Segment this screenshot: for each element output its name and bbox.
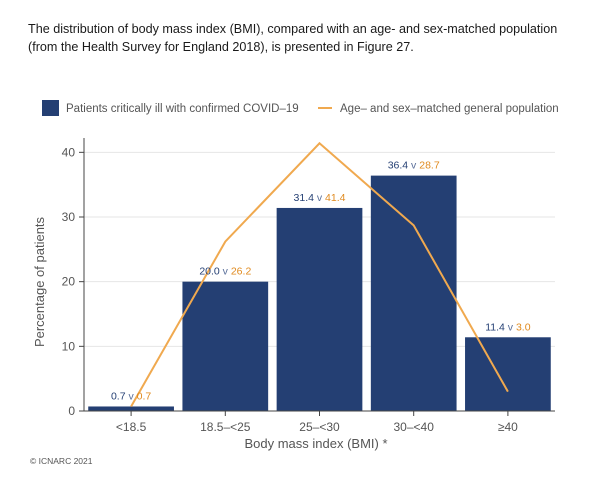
y-tick-label: 0 xyxy=(68,404,75,418)
y-tick-label: 20 xyxy=(62,275,76,289)
population-value-label: 28.7 xyxy=(419,160,440,172)
data-labels: 0.7 v 0.7 20.0 v 26.2 31.4 v 41.4 36.4 v 28… xyxy=(111,160,531,403)
x-tick-label: <18.5 xyxy=(116,420,147,434)
y-tick-label: 30 xyxy=(62,210,76,224)
population-value-label: 0.7 xyxy=(137,390,152,402)
x-tick-label: ≥40 xyxy=(498,420,518,434)
patient-value-label: 20.0 xyxy=(199,266,220,278)
population-line xyxy=(130,141,509,407)
bar xyxy=(182,281,269,411)
y-axis: 0 10 20 30 40 xyxy=(62,138,85,418)
x-axis: <18.5 18.5–<25 25–<30 30–<40 ≥40 xyxy=(84,410,555,434)
y-tick-label: 40 xyxy=(62,145,76,159)
label-separator: v xyxy=(408,160,419,172)
legend-bar-swatch xyxy=(42,100,59,116)
bar xyxy=(88,406,174,411)
x-tick-label: 30–<40 xyxy=(394,420,435,434)
credit: © ICNARC 2021 xyxy=(30,456,93,466)
patient-value-label: 36.4 xyxy=(388,160,409,172)
x-tick-label: 18.5–<25 xyxy=(200,420,251,434)
patient-value-label: 31.4 xyxy=(294,192,315,204)
bar xyxy=(276,207,363,411)
patient-value-label: 0.7 xyxy=(111,390,126,402)
data-label: 31.4 v 41.4 xyxy=(294,192,346,204)
y-tick-label: 10 xyxy=(62,339,76,353)
intro-paragraph: The distribution of body mass index (BMI… xyxy=(28,22,558,54)
bar xyxy=(370,175,457,411)
data-label: 11.4 v 3.0 xyxy=(485,321,531,333)
bars xyxy=(88,175,551,411)
population-value-label: 41.4 xyxy=(325,192,346,204)
x-axis-title: Body mass index (BMI) * xyxy=(244,436,387,451)
label-separator: v xyxy=(126,390,137,402)
patient-value-label: 11.4 xyxy=(485,321,505,333)
data-label: 36.4 v 28.7 xyxy=(388,160,440,172)
legend-line-label: Age– and sex–matched general population xyxy=(340,103,559,115)
data-label: 0.7 v 0.7 xyxy=(111,390,151,402)
legend: Patients critically ill with confirmed C… xyxy=(42,100,559,116)
x-tick-label: 25–<30 xyxy=(299,420,340,434)
data-label: 20.0 v 26.2 xyxy=(199,266,251,278)
population-value-label: 3.0 xyxy=(516,321,531,333)
y-axis-title: Percentage of patients xyxy=(32,216,47,347)
population-value-label: 26.2 xyxy=(231,266,252,278)
legend-bar-label: Patients critically ill with confirmed C… xyxy=(66,103,299,115)
label-separator: v xyxy=(505,321,516,333)
bar xyxy=(465,337,551,411)
label-separator: v xyxy=(314,192,325,204)
label-separator: v xyxy=(220,266,231,278)
